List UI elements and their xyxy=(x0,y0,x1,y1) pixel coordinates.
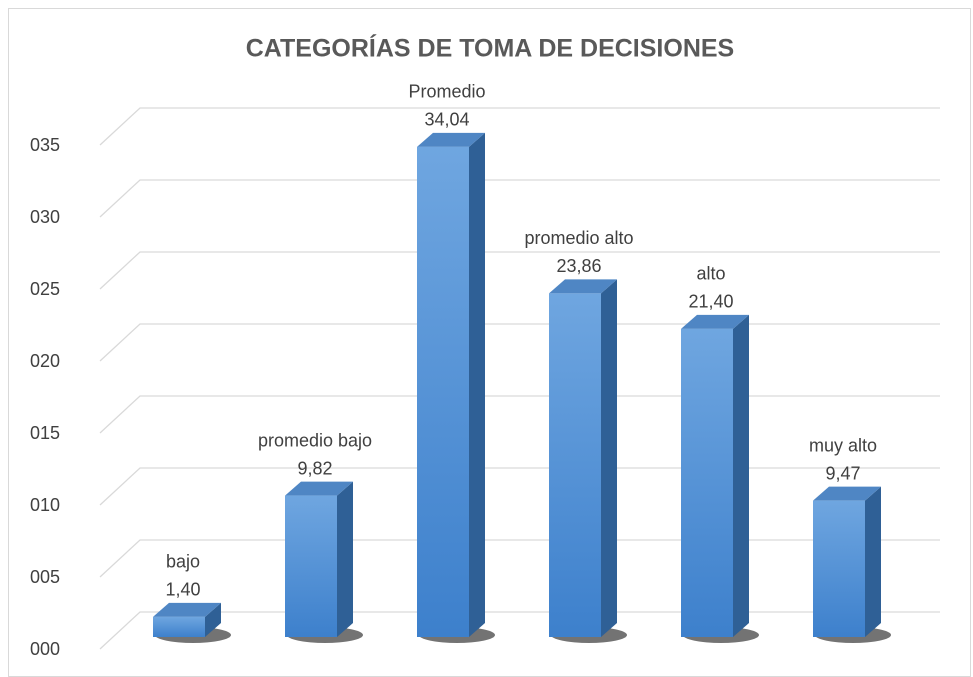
bar xyxy=(153,616,205,637)
grid-line xyxy=(99,323,940,362)
category-label: alto xyxy=(696,264,725,284)
grid-line xyxy=(99,251,940,290)
chart-title: CATEGORÍAS DE TOMA DE DECISIONES xyxy=(246,34,734,63)
grid-line xyxy=(99,179,940,218)
y-tick-label: 000 xyxy=(30,639,60,659)
y-tick-label: 020 xyxy=(30,351,60,371)
value-label: 9,47 xyxy=(825,463,860,483)
bar-top xyxy=(153,602,221,617)
bar-top xyxy=(549,279,617,294)
value-label: 23,86 xyxy=(556,256,601,276)
bar-top xyxy=(813,486,881,501)
grid-line xyxy=(99,611,940,650)
category-label: promedio bajo xyxy=(258,430,372,450)
value-label: 9,82 xyxy=(297,458,332,478)
bar-side xyxy=(469,132,485,637)
bar xyxy=(681,328,733,637)
bar-side xyxy=(337,481,353,637)
chart-border xyxy=(8,8,971,677)
grid-line xyxy=(99,395,940,434)
value-label: 34,04 xyxy=(424,110,469,130)
bar-top xyxy=(417,132,485,147)
y-tick-label: 030 xyxy=(30,207,60,227)
bar xyxy=(813,500,865,637)
grid-line xyxy=(99,539,940,578)
y-tick-label: 005 xyxy=(30,567,60,587)
y-tick-label: 025 xyxy=(30,279,60,299)
bar-side xyxy=(865,486,881,637)
bar-side xyxy=(601,279,617,637)
bar xyxy=(549,293,601,637)
bar-top xyxy=(681,314,749,329)
y-tick-label: 035 xyxy=(30,135,60,155)
y-tick-label: 015 xyxy=(30,423,60,443)
value-label: 21,40 xyxy=(688,292,733,312)
y-tick-label: 010 xyxy=(30,495,60,515)
bar-side xyxy=(205,602,221,637)
bar xyxy=(285,495,337,637)
bar-top xyxy=(285,481,353,496)
bar xyxy=(417,146,469,637)
grid-line xyxy=(99,467,940,506)
category-label: bajo xyxy=(166,552,200,572)
bar-side xyxy=(733,314,749,637)
value-label: 1,40 xyxy=(165,580,200,600)
category-label: muy alto xyxy=(809,435,877,455)
category-label: promedio alto xyxy=(524,228,633,248)
category-label: Promedio xyxy=(408,82,485,102)
grid-line xyxy=(99,107,940,146)
